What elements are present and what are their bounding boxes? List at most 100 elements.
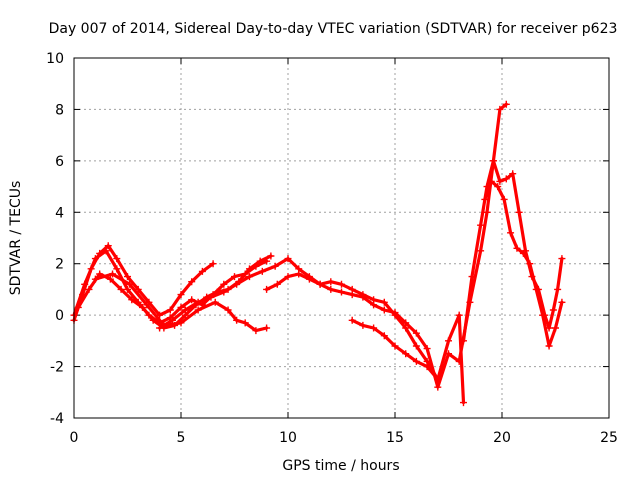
data-point (85, 285, 93, 293)
data-point (519, 249, 527, 257)
data-point (284, 255, 292, 263)
data-point (126, 280, 134, 288)
data-point (459, 337, 467, 345)
data-point (263, 285, 271, 293)
data-point (166, 306, 174, 314)
data-point (156, 324, 164, 332)
series-track-7 (348, 311, 467, 407)
data-point (284, 273, 292, 281)
y-tick-label: 4 (55, 205, 64, 221)
data-point (402, 350, 410, 358)
data-point (177, 291, 185, 299)
x-tick-label: 20 (493, 430, 511, 446)
data-point (496, 177, 504, 185)
data-point (434, 383, 442, 391)
data-point (263, 324, 271, 332)
data-point (338, 288, 345, 296)
data-point (423, 345, 431, 353)
data-point (188, 278, 196, 286)
data-point (412, 329, 420, 337)
data-point (220, 288, 228, 296)
series-line (265, 102, 508, 389)
data-point (273, 280, 281, 288)
data-point (188, 296, 196, 304)
data-point (380, 306, 388, 314)
data-point (305, 275, 313, 283)
series-track-6 (263, 100, 510, 391)
y-tick-label: 10 (46, 51, 64, 67)
data-point (515, 208, 523, 216)
data-point (412, 357, 420, 365)
y-tick-label: 8 (55, 102, 64, 118)
data-point (316, 280, 324, 288)
data-point (539, 311, 547, 319)
data-point (109, 270, 117, 278)
data-point (359, 321, 367, 329)
data-point (194, 306, 202, 314)
x-tick-label: 0 (70, 430, 79, 446)
data-point (494, 183, 502, 191)
data-point (91, 275, 99, 283)
data-point (124, 273, 131, 281)
data-point (74, 303, 82, 311)
data-point (198, 267, 206, 275)
data-point (209, 260, 217, 268)
y-tick-label: 0 (55, 308, 64, 324)
data-point (106, 275, 114, 283)
grid-layer (74, 58, 609, 418)
data-point (327, 278, 335, 286)
data-point (143, 301, 151, 309)
data-point (128, 296, 136, 304)
x-tick-label: 10 (279, 430, 297, 446)
data-point (138, 303, 146, 311)
data-point (252, 327, 260, 335)
data-point (256, 257, 264, 265)
data-point (545, 342, 553, 350)
data-point (502, 175, 510, 183)
data-point (149, 316, 157, 324)
data-point (370, 301, 378, 309)
data-point (267, 252, 275, 260)
x-tick-label: 5 (177, 430, 186, 446)
data-point (211, 298, 219, 306)
data-point (370, 324, 378, 332)
data-point (104, 242, 112, 250)
data-point (348, 316, 356, 324)
data-point (481, 195, 489, 203)
data-point (434, 375, 442, 383)
data-point (124, 285, 131, 293)
data-point (459, 399, 467, 407)
data-point (168, 316, 176, 324)
data-point (233, 280, 241, 288)
data-point (423, 363, 431, 371)
x-tick-label: 25 (600, 430, 618, 446)
y-axis-label: SDTVAR / TECUs (8, 181, 24, 296)
data-point (348, 291, 356, 299)
data-point (233, 316, 241, 324)
data-point (245, 265, 253, 273)
data-point (241, 319, 249, 327)
data-point (412, 342, 420, 350)
data-point (526, 260, 534, 268)
data-point (558, 298, 566, 306)
data-point (117, 285, 125, 293)
data-point (513, 244, 521, 252)
data-point (338, 280, 345, 288)
data-point (554, 285, 562, 293)
x-axis-label: GPS time / hours (282, 458, 399, 474)
data-point (177, 319, 185, 327)
data-point (455, 311, 463, 319)
data-point (487, 177, 495, 185)
data-point (194, 298, 202, 306)
data-point (113, 265, 121, 273)
data-point (489, 157, 497, 165)
data-point (380, 298, 388, 306)
data-point (102, 247, 110, 255)
data-point (245, 273, 253, 281)
data-point (496, 105, 504, 113)
data-point (509, 170, 517, 178)
chart-title: Day 007 of 2014, Sidereal Day-to-day VTE… (49, 21, 618, 37)
data-point (502, 100, 510, 108)
data-point (295, 270, 303, 278)
